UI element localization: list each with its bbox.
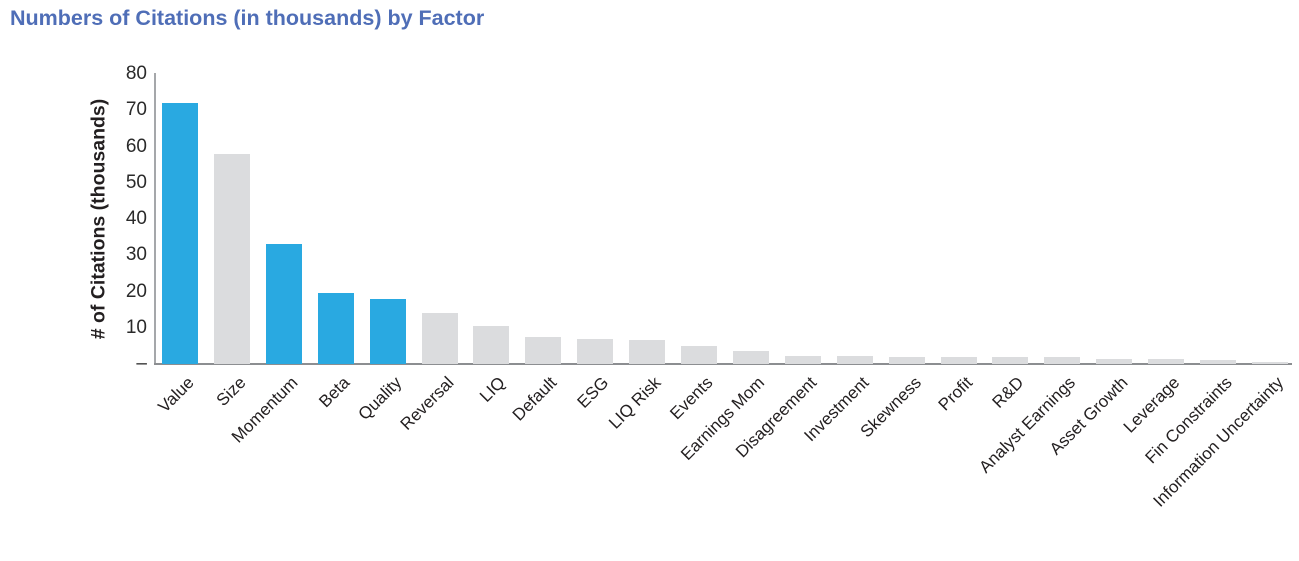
bar-analyst-earnings bbox=[1044, 357, 1080, 364]
x-tick-label-value: Value bbox=[154, 373, 198, 417]
bar-quality bbox=[370, 299, 406, 364]
x-tick-label-liq-risk: LIQ Risk bbox=[604, 373, 665, 433]
bar-reversal bbox=[422, 313, 458, 364]
x-tick-label-reversal: Reversal bbox=[396, 373, 458, 434]
bar-value bbox=[162, 103, 198, 364]
y-tick-label-20: 20 bbox=[125, 280, 147, 302]
bar-default bbox=[525, 337, 561, 364]
y-tick-label-50: 50 bbox=[125, 171, 147, 193]
bar-size bbox=[214, 154, 250, 364]
x-tick-label-liq: LIQ bbox=[475, 373, 509, 406]
bar-leverage bbox=[1148, 359, 1184, 364]
bar-beta bbox=[318, 293, 354, 364]
bar-asset-growth bbox=[1096, 359, 1132, 364]
y-tick-label-80: 80 bbox=[125, 63, 147, 84]
y-tick-label-0: – bbox=[136, 353, 147, 374]
bar-earnings-mom bbox=[733, 351, 769, 364]
x-tick-label-default: Default bbox=[508, 373, 561, 425]
bar-information-uncertainty bbox=[1252, 362, 1288, 364]
y-tick-label-60: 60 bbox=[125, 135, 147, 157]
x-tick-label-size: Size bbox=[212, 373, 250, 410]
bar-events bbox=[681, 346, 717, 364]
bar-esg bbox=[577, 339, 613, 364]
y-tick-label-10: 10 bbox=[125, 316, 147, 338]
bar-investment bbox=[837, 356, 873, 364]
bar-liq-risk bbox=[629, 340, 665, 364]
chart-title: Numbers of Citations (in thousands) by F… bbox=[10, 6, 485, 30]
x-tick-label-r-d: R&D bbox=[988, 373, 1028, 412]
x-tick-label-esg: ESG bbox=[573, 373, 613, 412]
bar-liq bbox=[473, 326, 509, 364]
bar-r-d bbox=[992, 357, 1028, 364]
y-tick-label-40: 40 bbox=[125, 208, 147, 229]
bar-disagreement bbox=[785, 356, 821, 364]
y-axis-line bbox=[154, 73, 156, 365]
x-tick-label-profit: Profit bbox=[934, 373, 977, 415]
bar-profit bbox=[941, 357, 977, 364]
bar-fin-constraints bbox=[1200, 360, 1236, 364]
bar-momentum bbox=[266, 244, 302, 364]
y-tick-label-70: 70 bbox=[125, 99, 147, 121]
bar-skewness bbox=[889, 357, 925, 364]
y-tick-label-30: 30 bbox=[125, 244, 147, 266]
x-tick-label-beta: Beta bbox=[315, 373, 354, 412]
x-axis-line bbox=[154, 363, 1292, 365]
